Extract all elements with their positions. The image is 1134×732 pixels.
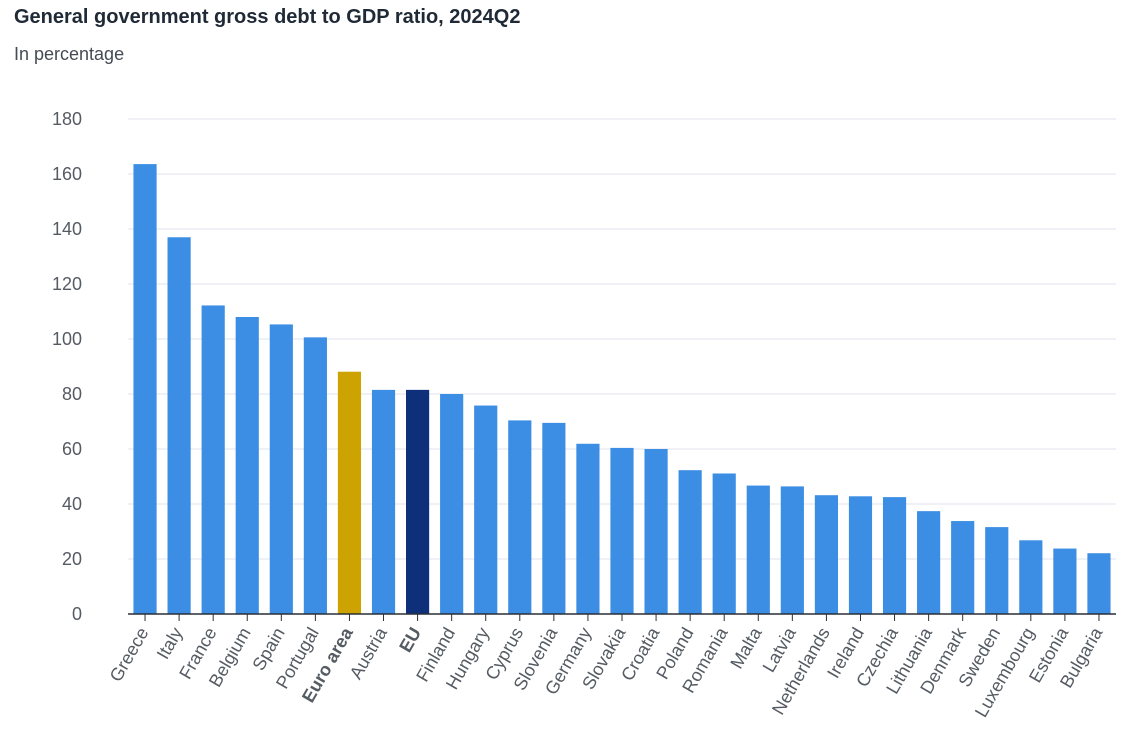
bar-ireland[interactable] [848, 496, 873, 614]
chart-title: General government gross debt to GDP rat… [14, 6, 521, 28]
bar-luxembourg[interactable] [1019, 540, 1043, 614]
bar-bulgaria[interactable] [1087, 553, 1111, 614]
bar-italy[interactable] [167, 237, 191, 614]
y-tick-label: 80 [62, 384, 82, 404]
bar-romania[interactable] [712, 473, 736, 614]
bar-czechia[interactable] [882, 497, 907, 614]
bar-slovenia[interactable] [542, 422, 566, 614]
x-tick-label-eu: EU [395, 624, 425, 656]
bar-finland[interactable] [440, 394, 464, 614]
chart-subtitle: In percentage [14, 44, 125, 64]
y-tick-label: 120 [52, 274, 82, 294]
bar-malta[interactable] [746, 485, 770, 614]
y-tick-label: 140 [52, 219, 82, 239]
bar-belgium[interactable] [235, 317, 259, 614]
bar-cyprus[interactable] [508, 420, 532, 614]
y-tick-label: 0 [72, 604, 82, 624]
bar-denmark[interactable] [951, 521, 975, 614]
y-tick-label: 60 [62, 439, 82, 459]
y-tick-label: 160 [52, 164, 82, 184]
y-tick-label: 180 [52, 109, 82, 129]
y-tick-label: 20 [62, 549, 82, 569]
bar-euro-area[interactable] [337, 371, 362, 614]
x-tick-label-greece: Greece [106, 624, 153, 685]
bar-latvia[interactable] [780, 486, 804, 614]
bar-germany[interactable] [576, 443, 600, 614]
bar-poland[interactable] [678, 470, 702, 614]
bar-eu[interactable] [406, 389, 430, 614]
bar-austria[interactable] [371, 389, 396, 614]
bar-croatia[interactable] [644, 449, 668, 614]
y-tick-label: 40 [62, 494, 82, 514]
bar-portugal[interactable] [303, 337, 327, 614]
bar-spain[interactable] [269, 324, 293, 614]
bar-estonia[interactable] [1053, 548, 1077, 614]
x-tick-label-italy: Italy [153, 624, 187, 663]
bar-netherlands[interactable] [814, 495, 838, 614]
bar-greece[interactable] [133, 164, 157, 614]
bar-hungary[interactable] [474, 405, 498, 614]
bar-slovakia[interactable] [610, 447, 634, 614]
bar-france[interactable] [201, 305, 225, 614]
y-tick-label: 100 [52, 329, 82, 349]
bar-sweden[interactable] [985, 527, 1009, 614]
bar-lithuania[interactable] [917, 511, 941, 614]
